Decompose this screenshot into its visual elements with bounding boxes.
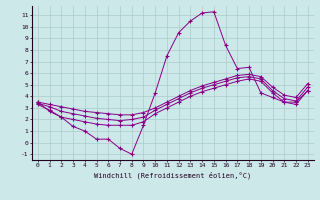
X-axis label: Windchill (Refroidissement éolien,°C): Windchill (Refroidissement éolien,°C) (94, 171, 252, 179)
